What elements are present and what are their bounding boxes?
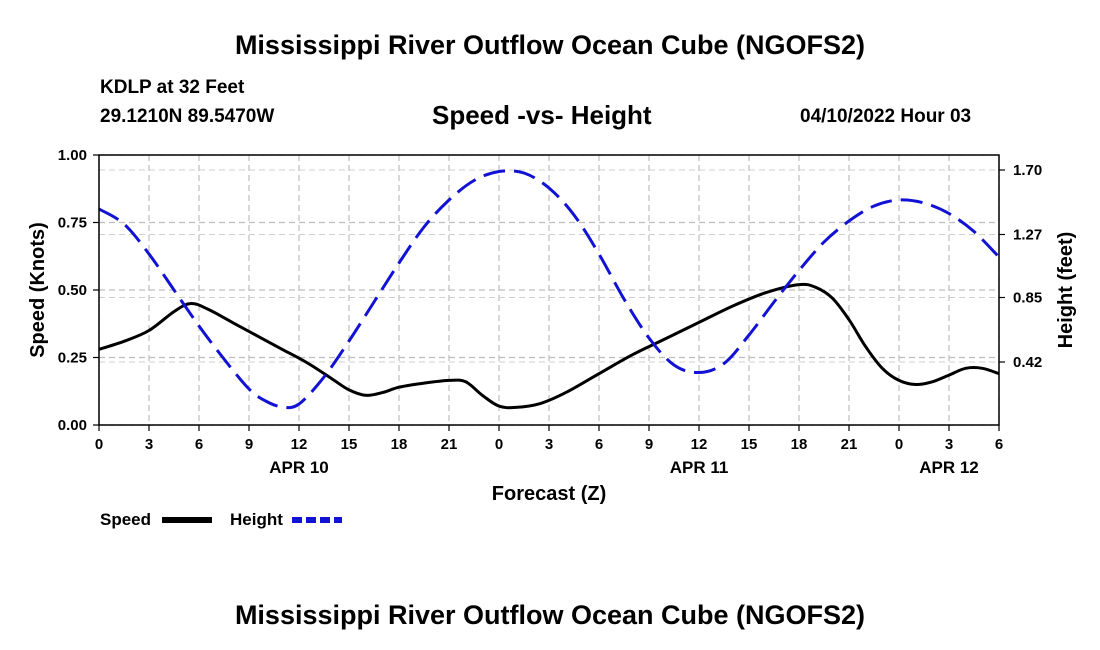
- footer-title: Mississippi River Outflow Ocean Cube (NG…: [234, 600, 866, 630]
- x-tick-label: 0: [495, 436, 503, 453]
- forecast-datetime: 04/10/2022 Hour 03: [800, 106, 972, 127]
- x-tick-label: 21: [841, 436, 858, 453]
- axis-layer: 0 3 6 9 12 15 18 21 0 3 6 9 12 15 18 21 0 3 6 0.00 0.25 0.50 0…: [58, 147, 1042, 477]
- x-tick-label: 6: [595, 436, 603, 453]
- y-tick-label: 0.00: [58, 417, 87, 434]
- chart-main-title: Mississippi River Outflow Ocean Cube (NG…: [234, 30, 866, 60]
- y-tick-label: 0.75: [58, 215, 87, 232]
- x-tick-label: 21: [441, 436, 458, 453]
- legend: Speed Height: [100, 510, 342, 529]
- x-tick-label: 12: [291, 436, 308, 453]
- series-line-height: [98, 169, 1001, 410]
- series-line-speed: [98, 282, 1000, 410]
- x-tick-label: 9: [645, 436, 653, 453]
- x-axis-label: Forecast (Z): [492, 483, 606, 505]
- x-tick-label: 18: [791, 436, 808, 453]
- x-tick-label: 3: [145, 436, 153, 453]
- legend-label-speed: Speed: [100, 510, 151, 529]
- x-tick-label: 15: [741, 436, 758, 453]
- chart-subtitle: Speed -vs- Height: [432, 100, 652, 130]
- y-tick-label: 0.50: [58, 282, 87, 299]
- x-tick-label: 3: [545, 436, 553, 453]
- y2-tick-label: 0.85: [1013, 290, 1042, 307]
- x-tick-label: 6: [195, 436, 203, 453]
- x-tick-label: 3: [945, 436, 953, 453]
- x-tick-label: 6: [995, 436, 1003, 453]
- x-date-label: APR 11: [670, 458, 729, 477]
- y-tick-label: 1.00: [58, 147, 87, 164]
- x-date-label: APR 12: [919, 458, 979, 477]
- station-label: KDLP at 32 Feet: [100, 77, 245, 98]
- legend-label-height: Height: [230, 510, 283, 529]
- x-tick-label: 0: [895, 436, 903, 453]
- station-coordinates: 29.1210N 89.5470W: [100, 106, 275, 127]
- y2-tick-label: 1.27: [1013, 227, 1042, 244]
- y2-tick-label: 0.42: [1013, 354, 1042, 371]
- x-tick-label: 18: [391, 436, 408, 453]
- x-tick-label: 9: [245, 436, 253, 453]
- y2-tick-label: 1.70: [1013, 162, 1042, 179]
- x-tick-label: 12: [691, 436, 708, 453]
- grid-layer: [98, 154, 1000, 426]
- x-tick-label: 0: [95, 436, 103, 453]
- y2-axis-label: Height (feet): [1055, 232, 1077, 349]
- y-tick-label: 0.25: [58, 350, 87, 367]
- series-layer: [98, 169, 1001, 410]
- x-tick-label: 15: [341, 436, 358, 453]
- y-axis-label: Speed (Knots): [27, 222, 49, 358]
- x-date-label: APR 10: [269, 458, 329, 477]
